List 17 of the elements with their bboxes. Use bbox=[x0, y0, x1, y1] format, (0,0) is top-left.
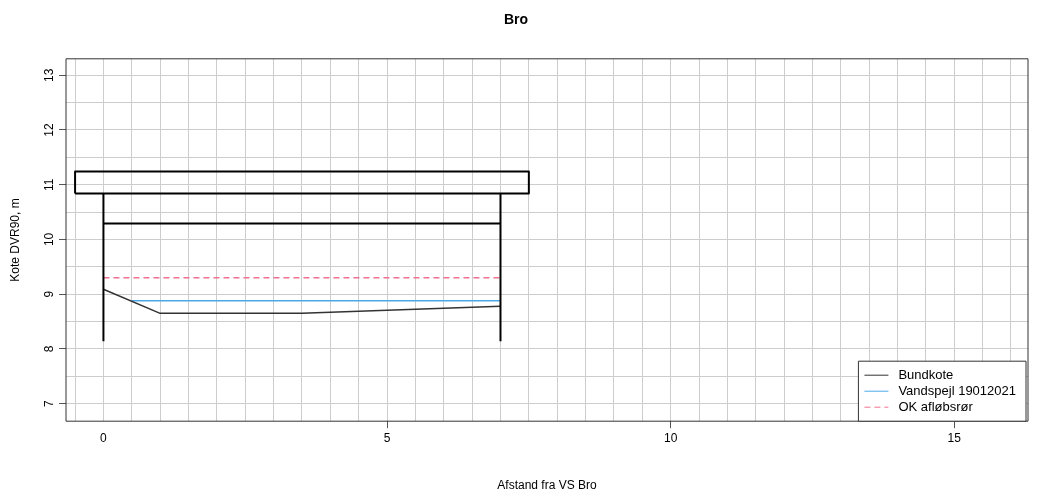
y-tick-label: 9 bbox=[42, 290, 57, 298]
x-axis-title: Afstand fra VS Bro bbox=[497, 478, 598, 493]
y-tick-label: 10 bbox=[42, 232, 57, 247]
x-tick-label: 10 bbox=[663, 430, 678, 445]
y-tick-label: 8 bbox=[42, 345, 57, 353]
legend-label: Vandspejl 19012021 bbox=[898, 382, 1017, 398]
legend-label: Bundkote bbox=[898, 366, 954, 382]
x-tick-label: 5 bbox=[383, 430, 391, 445]
legend-label: OK afløbsrør bbox=[898, 398, 974, 414]
y-tick-label: 11 bbox=[42, 178, 57, 191]
x-tick-label: 15 bbox=[947, 430, 962, 445]
y-tick-label: 12 bbox=[42, 122, 57, 137]
y-axis-title: Kote DVR90, m bbox=[7, 198, 22, 282]
y-tick-label: 7 bbox=[42, 400, 57, 408]
y-tick-label: 13 bbox=[42, 68, 57, 82]
chart-title: Bro bbox=[503, 11, 529, 28]
x-tick-label: 0 bbox=[100, 430, 108, 445]
